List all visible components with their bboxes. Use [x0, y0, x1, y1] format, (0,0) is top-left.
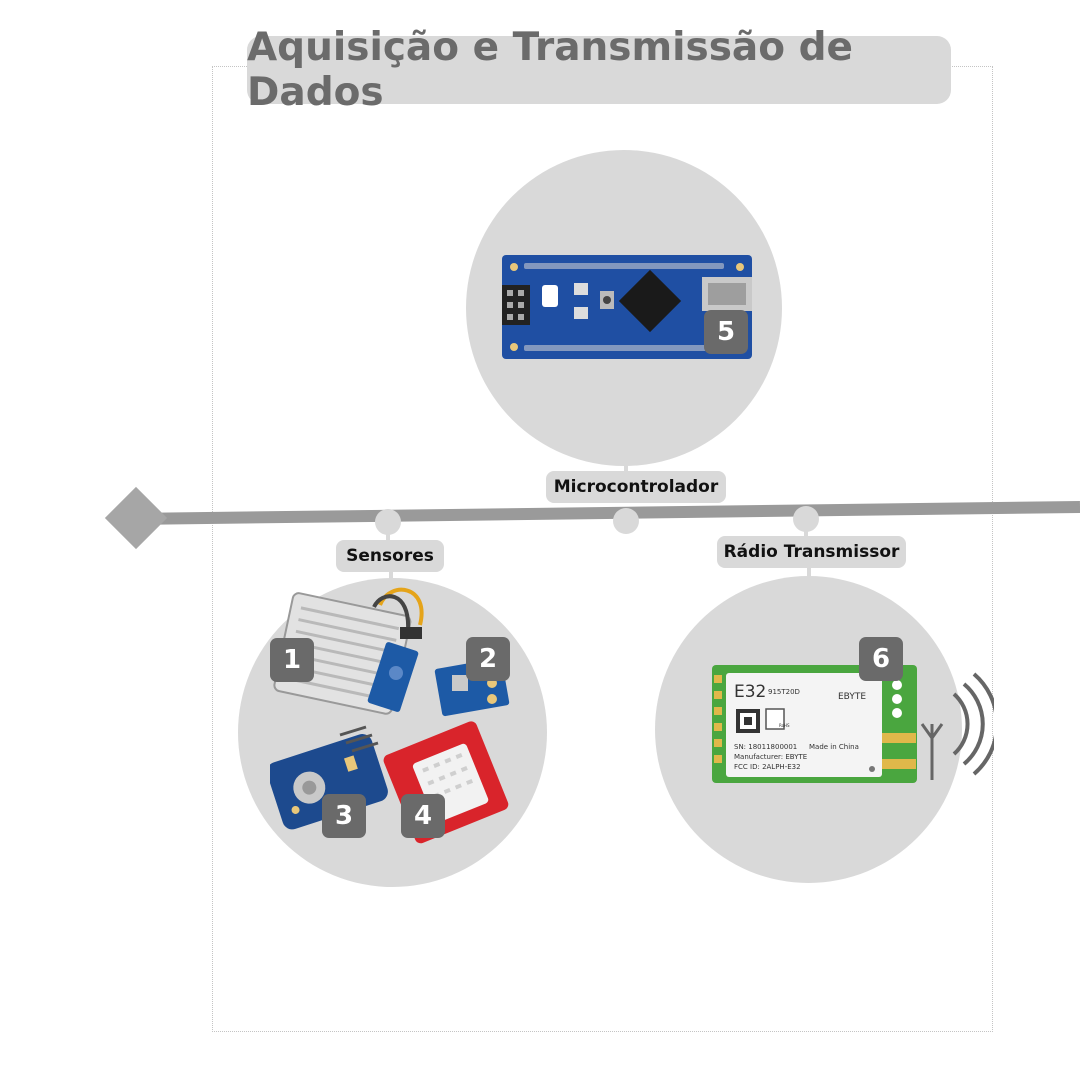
timeline-line: [129, 501, 1080, 525]
module-rohs: RoHS: [779, 723, 790, 728]
diamond-start-icon: [104, 486, 168, 550]
antenna-icon: [920, 723, 944, 780]
badge-3: 3: [322, 794, 366, 838]
module-sn: SN: 18011800001: [734, 743, 798, 751]
sensors-image: [270, 585, 530, 847]
badge-6: 6: [859, 637, 903, 681]
module-model: E32: [734, 682, 767, 702]
badge-1: 1: [270, 638, 314, 682]
module-fcc: FCC ID: 2ALPH-E32: [734, 763, 801, 771]
module-variant: 915T20D: [768, 688, 800, 696]
module-brand: EBYTE: [838, 692, 867, 702]
badge-4: 4: [401, 794, 445, 838]
micro-dot: [613, 508, 639, 534]
arduino-nano-image: [502, 255, 752, 359]
sensors-dot: [375, 509, 401, 535]
sensors-label: Sensores: [336, 540, 444, 572]
radio-dot: [793, 506, 819, 532]
module-manufacturer: Manufacturer: EBYTE: [734, 753, 808, 761]
radio-label: Rádio Transmissor: [717, 536, 906, 568]
e32-module: E32 915T20D EBYTE RoHS SN: 18011800001 M…: [712, 665, 917, 783]
badge-5: 5: [704, 310, 748, 354]
module-made: Made in China: [809, 743, 859, 751]
radio-waves-icon: [952, 672, 994, 776]
micro-label: Microcontrolador: [546, 471, 726, 503]
badge-2: 2: [466, 637, 510, 681]
